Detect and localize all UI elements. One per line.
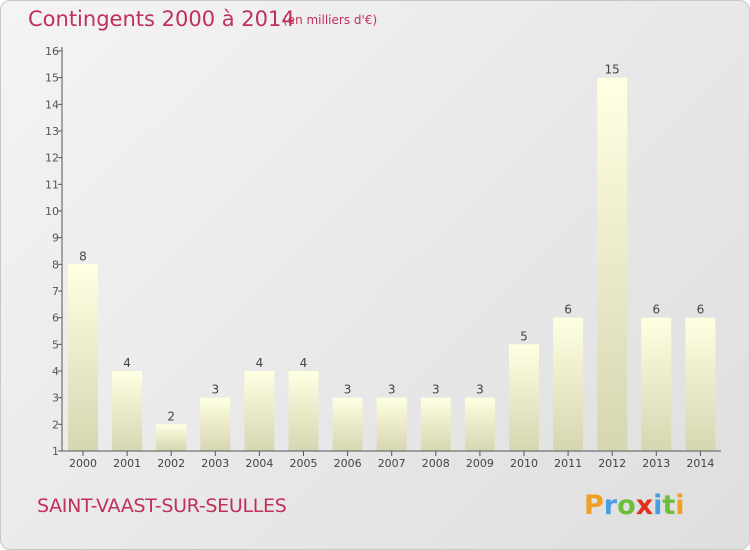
x-tick-label: 2012 [598, 457, 626, 470]
x-tick-label: 2011 [554, 457, 582, 470]
x-tick-label: 2010 [510, 457, 538, 470]
x-tick-label: 2008 [422, 457, 450, 470]
x-tick-label: 2013 [642, 457, 670, 470]
bar-value-label: 3 [476, 383, 484, 397]
chart-subtitle: (en milliers d'€) [283, 13, 378, 27]
bar [509, 344, 539, 451]
x-tick-label: 2001 [113, 457, 141, 470]
y-tick-label: 9 [52, 232, 59, 245]
bar-value-label: 6 [652, 303, 660, 317]
logo-letter-x: x [635, 490, 654, 521]
bar-value-label: 3 [388, 383, 396, 397]
bar-value-label: 4 [300, 356, 308, 370]
commune-name: SAINT-VAAST-SUR-SEULLES [37, 495, 287, 517]
logo-letter-o: o [617, 490, 636, 521]
bar-value-label: 4 [123, 356, 131, 370]
bar [244, 371, 275, 451]
bar [200, 397, 231, 451]
y-tick-label: 12 [45, 152, 59, 165]
bar-value-label: 3 [344, 383, 352, 397]
bar [420, 397, 451, 451]
bar-value-label: 15 [605, 63, 620, 77]
x-tick-label: 2003 [201, 457, 229, 470]
bar [597, 77, 628, 452]
bar-value-label: 3 [211, 383, 219, 397]
bar-value-label: 5 [520, 329, 528, 343]
y-tick-label: 13 [45, 125, 59, 138]
y-tick-label: 15 [45, 72, 59, 85]
y-tick-label: 5 [52, 338, 59, 351]
logo-letter-i: i [653, 490, 663, 521]
x-tick-label: 2004 [245, 457, 273, 470]
logo-letter-t: t [662, 490, 676, 521]
bar [641, 317, 672, 451]
bar-value-label: 3 [432, 383, 440, 397]
y-tick-label: 2 [52, 418, 59, 431]
y-tick-label: 11 [45, 178, 59, 191]
bar [332, 397, 363, 451]
x-tick-label: 2006 [334, 457, 362, 470]
bar-value-label: 2 [167, 409, 175, 423]
bar [156, 424, 187, 451]
y-tick-label: 6 [52, 312, 59, 325]
y-tick-label: 7 [52, 285, 59, 298]
x-tick-label: 2000 [69, 457, 97, 470]
bar [553, 317, 584, 451]
y-tick-label: 8 [52, 258, 59, 271]
bar-value-label: 8 [79, 249, 87, 263]
y-tick-label: 14 [45, 98, 59, 111]
x-tick-label: 2014 [686, 457, 714, 470]
logo-letter-i2: i [675, 490, 685, 521]
bar [112, 371, 143, 451]
x-tick-label: 2005 [290, 457, 318, 470]
chart-title: Contingents 2000 à 2014 [28, 7, 295, 31]
y-tick-label: 4 [52, 365, 59, 378]
bars-layer: 8 4 2 3 4 4 3 3 3 3 5 6 15 6 6 [68, 63, 716, 452]
y-tick-label: 1 [52, 445, 59, 458]
y-tick-label: 3 [52, 392, 59, 405]
bar [68, 264, 98, 451]
proxiti-logo[interactable]: Proxiti [584, 490, 685, 521]
bar-value-label: 6 [564, 303, 572, 317]
bar [464, 397, 495, 451]
logo-letter-r: r [603, 490, 618, 521]
y-tick-label: 10 [45, 205, 59, 218]
bar [376, 397, 407, 451]
logo-letter-p: P [584, 490, 604, 521]
bar-value-label: 4 [256, 356, 264, 370]
bar-value-label: 6 [697, 303, 705, 317]
bar [685, 317, 716, 451]
y-tick-label: 16 [45, 45, 59, 58]
x-tick-label: 2009 [466, 457, 494, 470]
x-tick-label: 2002 [157, 457, 185, 470]
x-tick-label: 2007 [378, 457, 406, 470]
bar [288, 371, 319, 451]
